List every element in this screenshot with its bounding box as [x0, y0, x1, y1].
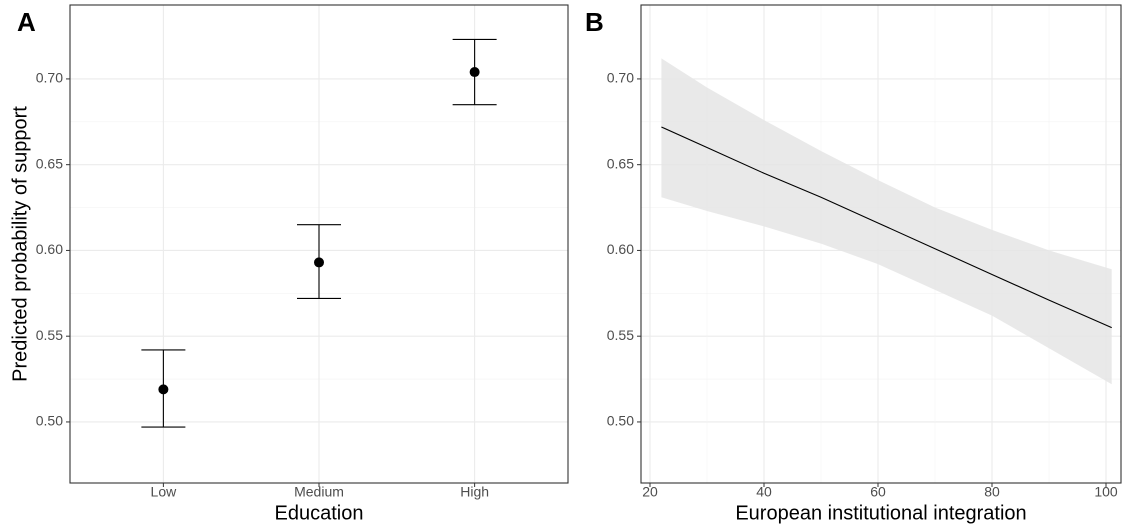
- x-tick-label: 80: [984, 484, 1000, 500]
- x-tick-label: 60: [870, 484, 886, 500]
- point: [469, 67, 480, 78]
- panel-label: B: [585, 7, 604, 37]
- x-tick-label: 40: [756, 484, 772, 500]
- plot-border: [69, 4, 569, 484]
- x-tick-label: High: [460, 484, 489, 500]
- point: [158, 384, 169, 395]
- confidence-band: [661, 58, 1112, 385]
- x-tick-label: Low: [151, 484, 178, 500]
- y-tick-label: 0.65: [607, 155, 634, 171]
- plot-border: [640, 4, 1122, 484]
- point: [314, 257, 324, 268]
- x-tick-label: 100: [1094, 484, 1118, 500]
- y-tick-label: 0.70: [36, 70, 63, 86]
- y-tick-label: 0.50: [607, 413, 634, 429]
- y-tick-label: 0.55: [36, 327, 63, 343]
- y-tick-label: 0.50: [36, 413, 63, 429]
- x-tick-label: Medium: [294, 484, 344, 500]
- x-tick-label: 20: [642, 484, 658, 500]
- y-tick-label: 0.70: [607, 70, 634, 86]
- panel-label: A: [17, 7, 36, 37]
- y-tick-label: 0.60: [36, 241, 63, 257]
- x-axis-title: Education: [275, 502, 364, 524]
- x-axis-title: European institutional integration: [735, 502, 1026, 524]
- y-tick-label: 0.60: [607, 241, 634, 257]
- line: [661, 126, 1112, 329]
- y-tick-label: 0.55: [607, 327, 634, 343]
- y-tick-label: 0.65: [36, 155, 63, 171]
- y-axis-title: Predicted probability of support: [9, 106, 31, 382]
